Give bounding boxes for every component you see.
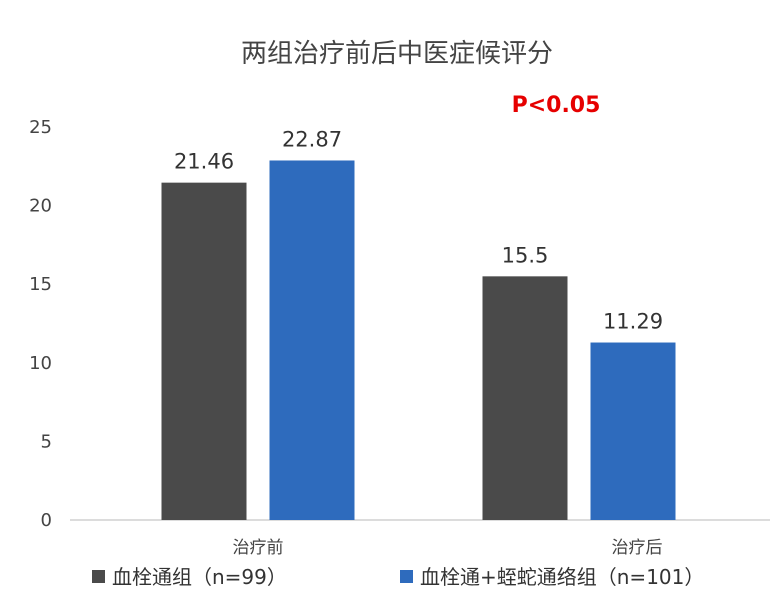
- bar: [161, 182, 247, 520]
- legend-swatch: [92, 570, 105, 583]
- bar: [269, 160, 355, 521]
- y-tick-label: 10: [29, 353, 52, 374]
- y-tick-label: 0: [41, 510, 52, 531]
- y-axis: 0 5 10 15 20 25: [29, 117, 52, 531]
- data-label: 22.87: [282, 127, 342, 151]
- category-label: 治疗前: [233, 538, 284, 558]
- legend-swatch: [400, 570, 413, 583]
- legend: 血栓通组（n=99） 血栓通+蛭蛇通络组（n=101）: [92, 565, 704, 589]
- bar: [590, 342, 676, 520]
- bar: [482, 276, 568, 520]
- legend-label: 血栓通组（n=99）: [112, 565, 287, 589]
- y-tick-label: 25: [29, 117, 52, 138]
- category-label: 治疗后: [612, 538, 663, 558]
- data-label: 11.29: [603, 310, 663, 334]
- bars-group: [161, 160, 676, 521]
- chart-title: 两组治疗前后中医症候评分: [241, 39, 553, 69]
- legend-label: 血栓通+蛭蛇通络组（n=101）: [420, 565, 704, 589]
- data-label: 15.5: [502, 243, 549, 267]
- y-tick-label: 5: [41, 431, 52, 452]
- category-labels-group: 治疗前 治疗后: [233, 538, 663, 558]
- data-labels-group: 21.46 15.5 22.87 11.29: [174, 127, 663, 333]
- data-label: 21.46: [174, 150, 234, 174]
- y-tick-label: 15: [29, 274, 52, 295]
- y-tick-label: 20: [29, 196, 52, 217]
- significance-annotation: P<0.05: [512, 93, 601, 118]
